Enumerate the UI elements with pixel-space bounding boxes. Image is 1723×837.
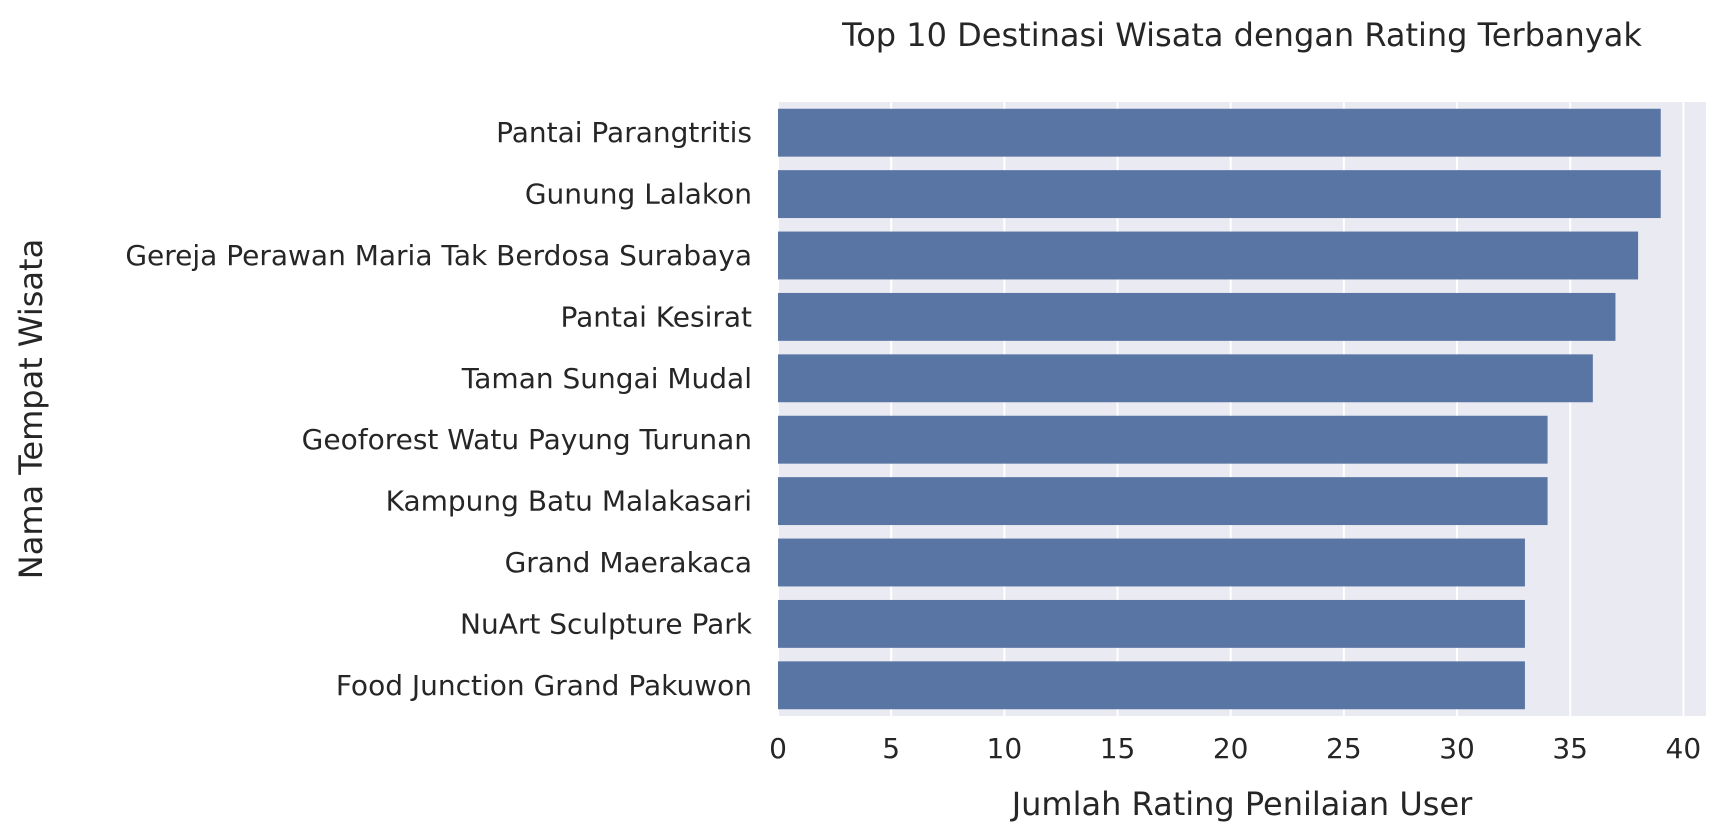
x-tick-label: 15 [1100,732,1136,765]
x-axis-title: Jumlah Rating Penilaian User [1010,785,1473,823]
bar-8 [778,538,1525,587]
y-tick-label: Geoforest Watu Payung Turunan [302,423,752,456]
y-tick-label: Grand Maerakaca [505,546,752,579]
y-tick-label: Taman Sungai Mudal [461,362,752,395]
bar-10 [778,661,1525,710]
x-tick-label: 20 [1213,732,1249,765]
x-tick-label: 5 [882,732,900,765]
x-tick-label: 30 [1439,732,1475,765]
x-tick-label: 25 [1326,732,1362,765]
bars [778,108,1661,710]
x-tick-label: 10 [987,732,1023,765]
y-tick-label: Pantai Kesirat [560,300,752,333]
bar-2 [778,170,1661,219]
chart-title: Top 10 Destinasi Wisata dengan Rating Te… [841,16,1642,54]
x-tick-label: 35 [1552,732,1588,765]
y-tick-label: Pantai Parangtritis [496,116,752,149]
x-tick-labels: 0 5 10 15 20 25 30 35 40 [769,732,1701,765]
y-tick-labels: Pantai Parangtritis Gunung Lalakon Gereja … [125,116,752,702]
x-tick-label: 0 [769,732,787,765]
bar-7 [778,477,1548,526]
bar-1 [778,108,1661,157]
bar-5 [778,354,1593,403]
y-axis-title: Nama Tempat Wisata [12,239,50,579]
y-tick-label: Food Junction Grand Pakuwon [336,669,752,702]
y-tick-label: Gereja Perawan Maria Tak Berdosa Surabay… [125,239,752,272]
bar-6 [778,415,1548,464]
bar-3 [778,231,1639,280]
bar-9 [778,599,1525,648]
y-tick-label: NuArt Sculpture Park [460,607,753,640]
x-tick-label: 40 [1666,732,1702,765]
bar-4 [778,292,1616,341]
y-tick-label: Kampung Batu Malakasari [386,485,752,518]
y-tick-label: Gunung Lalakon [525,178,752,211]
